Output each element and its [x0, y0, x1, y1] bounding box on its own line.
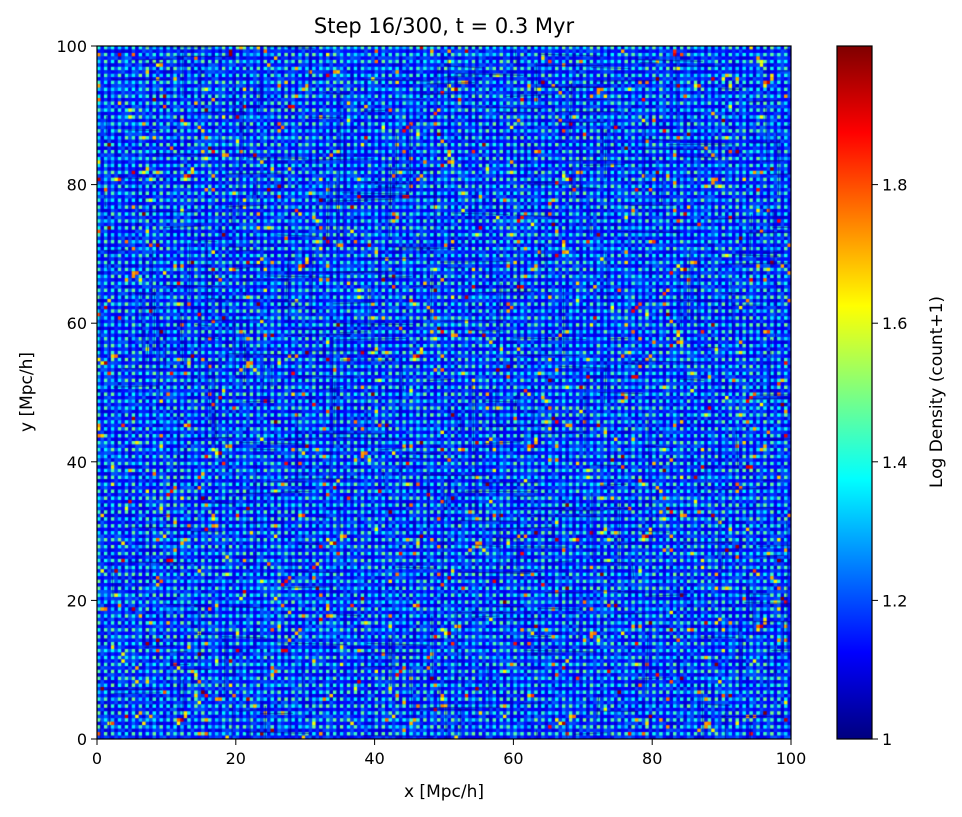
- y-tick-label: 20: [67, 591, 87, 610]
- x-axis-label: x [Mpc/h]: [404, 782, 484, 802]
- x-tick-label: 40: [364, 749, 384, 768]
- colorbar-frame: [836, 45, 873, 740]
- x-tick-label: 100: [776, 749, 807, 768]
- chart-title: Step 16/300, t = 0.3 Myr: [314, 14, 575, 38]
- y-tick-label: 0: [77, 730, 87, 749]
- x-tick-label: 20: [226, 749, 246, 768]
- x-tick-label: 60: [503, 749, 523, 768]
- heatmap-image: [97, 46, 791, 739]
- colorbar: [837, 46, 872, 739]
- y-tick-label: 40: [67, 453, 87, 472]
- y-axis-ticks: 0 20 40 60 80 100: [56, 37, 97, 749]
- x-tick-label: 0: [92, 749, 102, 768]
- x-axis-ticks: 0 20 40 60 80 100: [92, 739, 806, 768]
- y-tick-label: 80: [67, 176, 87, 195]
- y-tick-label: 100: [56, 37, 87, 56]
- colorbar-tick-label: 1.2: [882, 591, 907, 610]
- colorbar-tick-label: 1.6: [882, 314, 907, 333]
- colorbar-ticks: 1 1.2 1.4 1.6 1.8: [872, 176, 907, 749]
- colorbar-tick-label: 1.8: [882, 176, 907, 195]
- y-axis-label: y [Mpc/h]: [17, 352, 37, 432]
- plot-frame: [96, 45, 792, 740]
- colorbar-tick-label: 1.4: [882, 453, 907, 472]
- colorbar-tick-label: 1: [882, 730, 892, 749]
- colorbar-label: Log Density (count+1): [927, 296, 947, 488]
- x-tick-label: 80: [642, 749, 662, 768]
- y-tick-label: 60: [67, 314, 87, 333]
